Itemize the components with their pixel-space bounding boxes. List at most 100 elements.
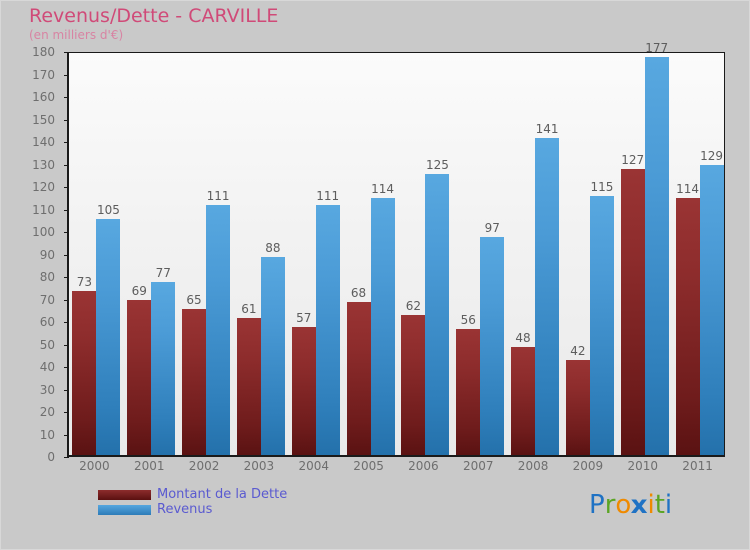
logo-letter: t — [654, 490, 665, 520]
bar-debt-2010[interactable]: 127 — [620, 153, 645, 455]
bar-rev-2002[interactable]: 111 — [206, 189, 231, 455]
y-axis-tick-label: 40 — [39, 360, 55, 374]
y-axis-tick-mark — [64, 142, 69, 143]
bar-value-label: 65 — [186, 293, 202, 307]
y-axis-tick-label: 90 — [39, 247, 55, 262]
bar-debt-2008[interactable]: 48 — [511, 331, 536, 455]
bar-debt-2011[interactable]: 114 — [675, 182, 700, 455]
bar-rev-2005[interactable]: 114 — [370, 182, 395, 455]
y-axis-tick-label: 50 — [39, 337, 55, 352]
x-axis-tick-label: 2010 — [627, 459, 659, 473]
y-axis-tick-mark — [64, 322, 69, 323]
x-axis-tick-label: 2000 — [79, 459, 110, 473]
bars-layer: 73 105 69 77 65 111 61 88 57 111 68 114 62 125 56 97 48 1… — [69, 41, 727, 455]
bar-group: 69 77 — [124, 53, 179, 455]
page-title: Revenus/Dette - CARVILLE — [29, 5, 279, 27]
bar-group: 56 97 — [453, 53, 508, 455]
bar-rev-2003[interactable]: 88 — [260, 241, 285, 455]
bar-debt-2003[interactable]: 61 — [236, 302, 261, 455]
logo-letter: x — [630, 490, 648, 519]
bar-rev-2007[interactable]: 97 — [480, 221, 505, 455]
y-axis-tick-label: 110 — [32, 202, 55, 217]
bar-rev-2008[interactable]: 141 — [535, 122, 560, 455]
bar-value-label: 97 — [484, 221, 500, 235]
bar-value-label: 127 — [621, 153, 645, 167]
y-axis-tick-label: 80 — [39, 270, 55, 284]
y-axis-tick-mark — [64, 389, 69, 391]
y-axis-tick-label: 150 — [32, 112, 55, 127]
y-axis-tick-label: 0 — [47, 450, 55, 464]
bar-value-label: 115 — [590, 180, 614, 194]
bar-value-label: 42 — [570, 344, 586, 358]
logo-letter: i — [664, 490, 673, 520]
bar-value-label: 77 — [155, 266, 171, 280]
x-axis-labels: 2000 2001 2002 2003 2004 2005 2006 2007 2008 2009… — [67, 459, 725, 479]
bar-group: 42 115 — [563, 53, 618, 455]
y-axis-tick-mark — [64, 164, 69, 166]
bar-debt-2002[interactable]: 65 — [182, 293, 207, 455]
legend-label: Montant de la Dette — [157, 487, 288, 502]
y-axis-tick-label: 10 — [39, 427, 55, 442]
y-axis-tick-mark — [64, 52, 69, 53]
logo-letter: r — [604, 490, 616, 520]
y-axis-tick-mark — [64, 232, 69, 233]
y-axis-tick-mark — [64, 97, 69, 98]
bar-value-label: 56 — [460, 313, 476, 327]
plot-area: 73 105 69 77 65 111 61 88 57 111 68 114 62 125 56 97 48 1… — [64, 41, 727, 458]
bar-group: 65 111 — [179, 53, 234, 455]
x-axis-tick-label: 2001 — [133, 459, 165, 473]
x-axis-tick-label: 2007 — [462, 459, 494, 473]
x-axis-tick-label: 2002 — [188, 459, 220, 473]
y-axis-tick-label: 30 — [39, 382, 55, 397]
legend-item[interactable]: Montant de la Dette — [98, 487, 287, 502]
bar-debt-2006[interactable]: 62 — [401, 299, 426, 455]
bar-group: 48 141 — [508, 53, 563, 455]
y-axis-tick-mark — [64, 254, 69, 256]
bar-value-label: 111 — [316, 189, 340, 203]
bar-group: 57 111 — [288, 53, 343, 455]
title-block: Revenus/Dette - CARVILLE (en milliers d'… — [29, 5, 278, 42]
bar-group: 62 125 — [398, 53, 453, 455]
y-axis-tick-label: 140 — [32, 135, 55, 149]
chart-subtitle: (en milliers d'€) — [29, 28, 124, 42]
y-axis-tick-label: 130 — [32, 157, 55, 172]
bar-group: 73 105 — [69, 53, 124, 455]
y-axis-tick-label: 20 — [39, 405, 55, 419]
bar-rev-2001[interactable]: 77 — [151, 266, 176, 455]
logo-letter: i — [647, 490, 655, 520]
y-axis-tick-mark — [64, 457, 69, 458]
bar-debt-2009[interactable]: 42 — [565, 344, 590, 455]
bar-group: 114 129 — [672, 53, 727, 455]
y-axis-tick-mark — [64, 299, 69, 301]
y-axis-tick-mark — [64, 119, 69, 121]
bar-debt-2001[interactable]: 69 — [127, 284, 152, 455]
bar-value-label: 111 — [206, 189, 230, 203]
bar-rev-2009[interactable]: 115 — [589, 180, 614, 455]
bar-rev-2006[interactable]: 125 — [425, 158, 450, 455]
bar-value-label: 57 — [296, 311, 312, 325]
bar-value-label: 48 — [515, 331, 531, 345]
bar-debt-2004[interactable]: 57 — [291, 311, 316, 455]
y-axis-tick-label: 70 — [39, 292, 55, 307]
bar-group: 127 177 — [617, 41, 672, 455]
x-axis-tick-label: 2004 — [298, 459, 330, 473]
bar-rev-2004[interactable]: 111 — [315, 189, 340, 455]
bar-group: 68 114 — [343, 53, 398, 455]
bar-value-label: 114 — [371, 182, 395, 196]
bar-rev-2010[interactable]: 177 — [644, 41, 669, 455]
bar-value-label: 114 — [676, 182, 700, 196]
bar-value-label: 129 — [700, 149, 724, 163]
bar-rev-2000[interactable]: 105 — [96, 203, 121, 455]
y-axis-tick-label: 60 — [39, 315, 55, 329]
legend-swatch-debt — [98, 489, 151, 500]
bar-rev-2011[interactable]: 129 — [699, 149, 724, 455]
x-axis-tick-label: 2003 — [243, 459, 275, 473]
y-axis-tick-mark — [64, 74, 69, 76]
legend-label: Revenus — [157, 502, 213, 517]
bar-debt-2007[interactable]: 56 — [456, 313, 481, 455]
legend-item[interactable]: Revenus — [98, 502, 287, 517]
y-axis-tick-mark — [64, 434, 69, 436]
bar-debt-2005[interactable]: 68 — [346, 286, 371, 455]
bar-debt-2000[interactable]: 73 — [72, 275, 97, 455]
